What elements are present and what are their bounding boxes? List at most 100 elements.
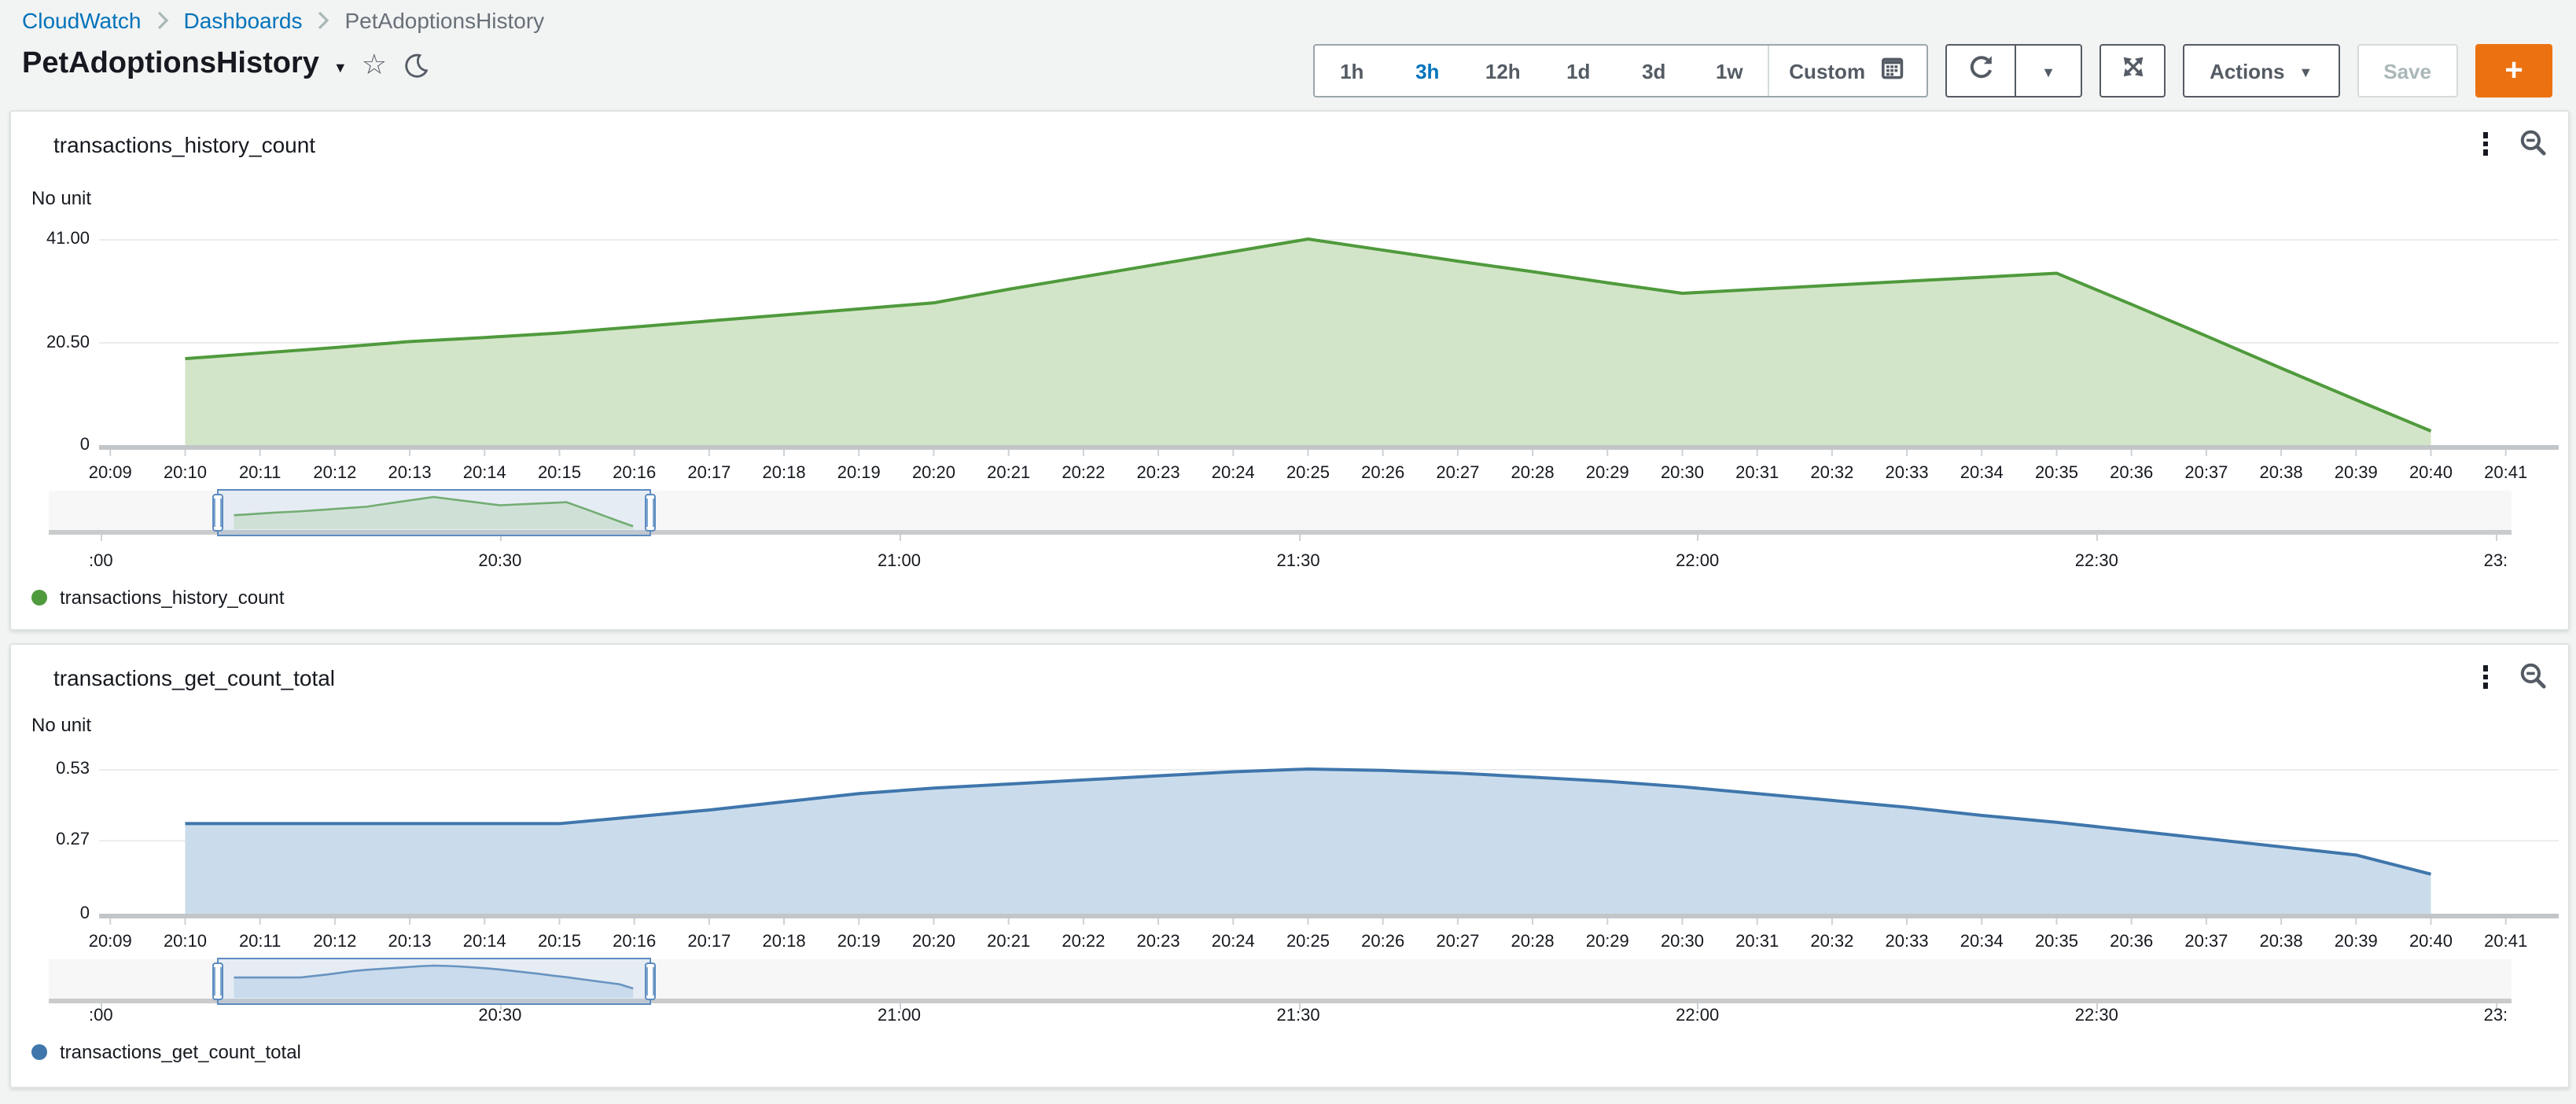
refresh-split-button: ▼: [1945, 44, 2083, 98]
brush-handle-right[interactable]: [644, 494, 656, 532]
timeline-band[interactable]: [49, 491, 2512, 535]
y-axis-tick-label: 0: [79, 904, 90, 923]
x-axis-label: 20:37: [2184, 464, 2228, 483]
timeline-band[interactable]: [49, 959, 2512, 1003]
caret-down-icon: ▼: [2041, 64, 2055, 80]
plot-svg: [99, 237, 2559, 456]
legend-color-dot: [31, 1044, 47, 1060]
x-axis-label: 20:15: [537, 464, 581, 483]
x-axis-label: 20:34: [1960, 464, 2004, 483]
timeline-label: 20:30: [478, 1006, 522, 1025]
timeline-label: 21:00: [877, 1006, 921, 1025]
x-axis-label: 20:39: [2334, 464, 2378, 483]
timeline-tick: [101, 1003, 103, 1010]
title-dropdown-caret-icon[interactable]: ▼: [333, 59, 348, 75]
breadcrumb-dashboards[interactable]: Dashboards: [183, 8, 303, 33]
range-12h[interactable]: 12h: [1485, 59, 1521, 83]
legend-label[interactable]: transactions_get_count_total: [60, 1041, 301, 1063]
fullscreen-button[interactable]: [2099, 44, 2166, 98]
actions-button[interactable]: Actions ▼: [2183, 44, 2340, 98]
x-axis-label: 20:30: [1660, 464, 1704, 483]
legend: transactions_history_count: [31, 587, 285, 609]
x-axis-label: 20:34: [1960, 933, 2004, 951]
timeline-tick: [499, 535, 502, 541]
favorite-star-icon[interactable]: ☆: [361, 49, 388, 80]
zoom-out-icon[interactable]: [2519, 663, 2548, 691]
legend-label[interactable]: transactions_history_count: [60, 587, 285, 609]
x-axis-label: 20:17: [687, 464, 731, 483]
range-1d[interactable]: 1d: [1566, 59, 1591, 83]
custom-range-label: Custom: [1789, 59, 1866, 83]
dark-mode-moon-icon[interactable]: [401, 51, 429, 78]
x-axis-label: 20:28: [1511, 464, 1555, 483]
timeline-tick: [2495, 535, 2497, 541]
x-axis-label: 20:27: [1436, 464, 1480, 483]
breadcrumb-current: PetAdoptionsHistory: [344, 8, 545, 33]
range-3h-selected[interactable]: 3h: [1415, 59, 1440, 83]
brush-handle-left[interactable]: [212, 494, 223, 532]
x-axis-label: 20:15: [537, 933, 581, 951]
x-axis-label: 20:41: [2484, 933, 2528, 951]
x-axis-label: 20:25: [1286, 933, 1330, 951]
x-axis-label: 20:12: [313, 933, 357, 951]
x-axis-label: 20:39: [2334, 933, 2378, 951]
zoom-out-icon[interactable]: [2519, 130, 2548, 158]
range-1h[interactable]: 1h: [1340, 59, 1364, 83]
widget-title: transactions_get_count_total: [53, 665, 336, 690]
range-3d[interactable]: 3d: [1642, 59, 1666, 83]
refresh-button[interactable]: [1945, 44, 2015, 98]
x-axis-label: 20:33: [1885, 933, 1929, 951]
x-axis-label: 20:26: [1361, 933, 1405, 951]
timeline-label: 22:00: [1676, 1006, 1720, 1025]
x-axis-label: 20:27: [1436, 933, 1480, 951]
timeline-tick: [899, 1003, 901, 1010]
y-axis-tick-label: 0.27: [56, 830, 90, 850]
y-axis-unit-label: No unit: [31, 714, 92, 736]
x-axis-label: 20:32: [1810, 464, 1854, 483]
range-1w[interactable]: 1w: [1715, 59, 1743, 83]
y-axis-tick-label: 20.50: [46, 333, 90, 351]
legend: transactions_get_count_total: [31, 1041, 301, 1063]
timeline-tick: [1298, 1003, 1301, 1010]
timeline-tick: [899, 535, 901, 541]
brush-handle-right[interactable]: [644, 962, 656, 1000]
x-axis-label: 20:36: [2110, 464, 2154, 483]
timeline-tick: [1298, 535, 1301, 541]
timeline-label: :00: [88, 552, 113, 571]
timeline-brush-selection[interactable]: [212, 489, 656, 536]
x-axis-label: 20:13: [388, 933, 432, 951]
refresh-icon: [1967, 53, 1995, 89]
kebab-menu-icon[interactable]: [2479, 662, 2491, 691]
brush-handle-left[interactable]: [212, 962, 223, 1000]
kebab-menu-icon[interactable]: [2479, 129, 2491, 158]
custom-range-button[interactable]: Custom: [1767, 46, 1926, 96]
timeline-label: 21:30: [1276, 1006, 1320, 1025]
x-axis-label: 20:20: [911, 464, 955, 483]
page-title: PetAdoptionsHistory: [22, 47, 319, 80]
widget-transactions-get-count-total: transactions_get_count_total No unit 0 0.…: [9, 643, 2570, 1088]
save-button[interactable]: Save: [2357, 44, 2458, 98]
timeline-label: 22:30: [2074, 552, 2118, 571]
y-axis-tick-label: 0.53: [56, 760, 90, 778]
timeline-brush-selection[interactable]: [212, 958, 656, 1005]
x-axis-label: 20:40: [2409, 464, 2453, 483]
dashboard-toolbar: 1h 3h 12h 1d 3d 1w Custom: [1312, 44, 2552, 98]
x-axis-label: 20:31: [1735, 464, 1779, 483]
x-axis-label: 20:16: [613, 464, 657, 483]
dashboard-title-row: PetAdoptionsHistory ▼ ☆: [22, 47, 429, 82]
timeline-tick: [2096, 535, 2099, 541]
x-axis-label: 20:14: [462, 933, 506, 951]
x-axis-label: 20:33: [1885, 464, 1929, 483]
x-axis-label: 20:24: [1211, 933, 1255, 951]
breadcrumb-cloudwatch[interactable]: CloudWatch: [22, 8, 142, 33]
refresh-options-button[interactable]: ▼: [2015, 44, 2083, 98]
timeline-tick: [1697, 1003, 1699, 1010]
x-axis-label: 20:11: [238, 464, 282, 483]
timeline-tick: [2495, 1003, 2497, 1010]
timeline-label: 23:: [2483, 1006, 2508, 1025]
timeline-label: 23:: [2483, 552, 2508, 571]
breadcrumb-separator-icon: [156, 11, 170, 30]
add-widget-button[interactable]: +: [2475, 44, 2552, 98]
x-axis-label: 20:14: [462, 464, 506, 483]
